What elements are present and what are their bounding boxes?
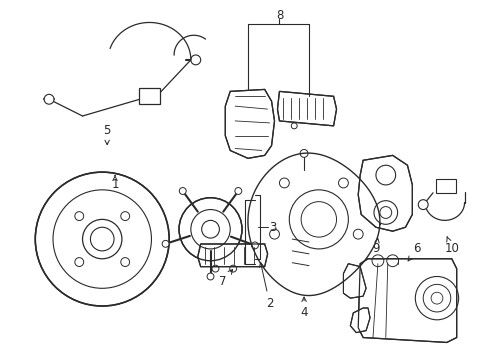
Polygon shape — [277, 91, 336, 126]
Circle shape — [179, 188, 186, 194]
Polygon shape — [225, 89, 274, 158]
Polygon shape — [343, 264, 366, 298]
Text: 9: 9 — [371, 238, 379, 255]
Text: 7: 7 — [218, 270, 232, 288]
Circle shape — [35, 172, 169, 306]
Text: 4: 4 — [300, 297, 307, 319]
Text: 3: 3 — [269, 221, 276, 234]
Polygon shape — [358, 259, 456, 342]
Circle shape — [251, 242, 258, 249]
Circle shape — [190, 55, 200, 65]
Polygon shape — [197, 244, 267, 267]
FancyBboxPatch shape — [435, 179, 455, 193]
Text: 8: 8 — [275, 9, 283, 22]
Polygon shape — [358, 156, 411, 231]
Circle shape — [206, 273, 214, 280]
Text: 6: 6 — [407, 242, 420, 261]
Polygon shape — [247, 153, 379, 296]
Circle shape — [179, 198, 242, 261]
Circle shape — [234, 188, 241, 194]
Text: 10: 10 — [444, 237, 458, 255]
FancyBboxPatch shape — [139, 89, 160, 104]
Text: 5: 5 — [103, 124, 111, 145]
Text: 1: 1 — [111, 176, 119, 192]
Polygon shape — [349, 308, 369, 333]
Circle shape — [162, 240, 169, 247]
Circle shape — [417, 200, 427, 210]
Text: 2: 2 — [259, 262, 273, 310]
Circle shape — [44, 94, 54, 104]
